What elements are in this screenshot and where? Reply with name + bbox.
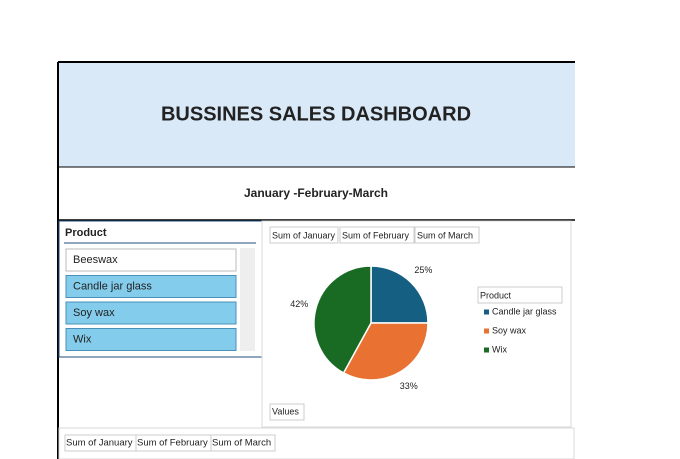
slicer-item-label: Wix xyxy=(73,333,92,345)
legend-label: Wix xyxy=(492,344,507,354)
legend-title-box[interactable] xyxy=(477,286,563,304)
legend-label: Soy wax xyxy=(492,325,527,335)
data-label: 42% xyxy=(290,299,308,309)
slicer-item-label: Beeswax xyxy=(73,254,118,266)
field-button[interactable] xyxy=(269,226,339,244)
pivot-field[interactable] xyxy=(210,434,276,452)
pie-slice xyxy=(370,265,429,324)
data-label: 33% xyxy=(400,381,418,391)
legend-title: Product xyxy=(480,290,512,300)
header-band xyxy=(58,62,575,167)
slicer-item[interactable] xyxy=(65,275,237,298)
slicer-item-label: Candle jar glass xyxy=(73,280,152,292)
slicer-item[interactable] xyxy=(65,301,237,325)
slicer-item[interactable] xyxy=(65,248,237,272)
legend-swatch xyxy=(484,328,489,334)
pie-slice xyxy=(313,265,372,374)
slicer-scrollbar[interactable] xyxy=(240,248,255,351)
pivot-field-label: Sum of March xyxy=(212,438,271,449)
field-button-label: Sum of February xyxy=(342,230,410,240)
field-button[interactable] xyxy=(339,226,415,244)
pie-slice xyxy=(342,322,429,381)
slicer-title: Product xyxy=(65,227,107,239)
pivot-field-label: Sum of January xyxy=(66,438,133,449)
legend-swatch xyxy=(484,347,489,353)
slicer-item[interactable] xyxy=(65,328,237,351)
field-button-label: Sum of January xyxy=(272,230,336,240)
data-label: 25% xyxy=(414,265,432,275)
axis-button[interactable] xyxy=(269,403,305,421)
dashboard-subtitle: January -February-March xyxy=(244,186,388,200)
legend-swatch xyxy=(484,309,489,315)
field-button-label: Sum of March xyxy=(417,230,473,240)
dashboard-title: BUSSINES SALES DASHBOARD xyxy=(161,103,471,125)
field-button[interactable] xyxy=(414,226,480,244)
legend-label: Candle jar glass xyxy=(492,306,557,316)
pivot-row xyxy=(58,427,575,459)
pivot-field-label: Sum of February xyxy=(137,438,208,449)
axis-button-label: Values xyxy=(272,406,299,416)
slicer-item-label: Soy wax xyxy=(73,307,115,319)
